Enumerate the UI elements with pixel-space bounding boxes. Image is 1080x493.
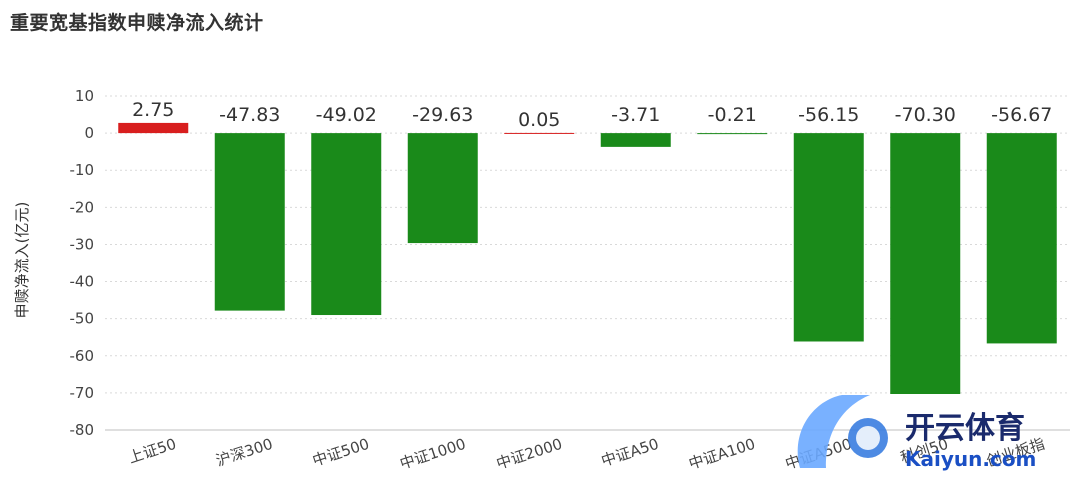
y-tick-label: -80	[70, 421, 95, 439]
bar	[504, 132, 575, 134]
y-tick-label: -50	[70, 310, 95, 328]
x-tick-label: 上证50	[126, 435, 178, 467]
x-tick-label: 中证A50	[599, 435, 661, 470]
x-tick-label: 中证500	[310, 435, 371, 470]
y-tick-label: -70	[70, 384, 95, 402]
x-tick-label: 中证A100	[686, 435, 757, 473]
data-label: -29.63	[412, 104, 473, 126]
y-tick-label: -60	[70, 347, 95, 365]
data-label: -56.67	[991, 104, 1052, 126]
x-tick-label: 中证2000	[494, 435, 564, 473]
bars	[118, 122, 1057, 395]
data-label: -0.21	[708, 104, 757, 126]
bar	[600, 133, 671, 147]
data-label: 0.05	[518, 109, 560, 131]
data-labels: 2.75 -47.83 -49.02 -29.63 0.05 -3.71 -0.21 -56.…	[132, 99, 1052, 131]
y-tick-label: 0	[84, 124, 94, 142]
bar	[890, 133, 961, 395]
data-label: -3.71	[611, 104, 660, 126]
bar	[697, 133, 768, 135]
y-axis-ticks: 10 0 -10 -20 -30 -40 -50 -60 -70 -80	[70, 87, 95, 439]
watermark-url: Kaiyun.com	[905, 447, 1036, 471]
bar	[407, 133, 478, 244]
bar	[118, 122, 189, 134]
watermark-brand: 开云体育	[905, 411, 1025, 446]
y-axis-label: 申赎净流入(亿元)	[13, 202, 31, 319]
y-tick-label: -30	[70, 235, 95, 253]
bar	[214, 133, 285, 311]
data-label: -56.15	[798, 104, 859, 126]
y-tick-label: -10	[70, 161, 95, 179]
y-tick-label: -40	[70, 273, 95, 291]
data-label: -47.83	[219, 104, 280, 126]
x-tick-label: 沪深300	[214, 435, 275, 470]
watermark-logo-icon	[797, 395, 870, 468]
data-label: -70.30	[895, 104, 956, 126]
y-tick-label: 10	[75, 87, 94, 105]
y-tick-label: -20	[70, 198, 95, 216]
watermark: 开云体育 Kaiyun.com	[797, 395, 1036, 471]
data-label: -49.02	[316, 104, 377, 126]
bar	[311, 133, 382, 316]
x-tick-label: 中证1000	[398, 435, 468, 473]
bar	[986, 133, 1057, 344]
chart-title: 重要宽基指数申赎净流入统计	[10, 12, 264, 34]
data-label: 2.75	[132, 99, 174, 121]
bar	[793, 133, 864, 342]
